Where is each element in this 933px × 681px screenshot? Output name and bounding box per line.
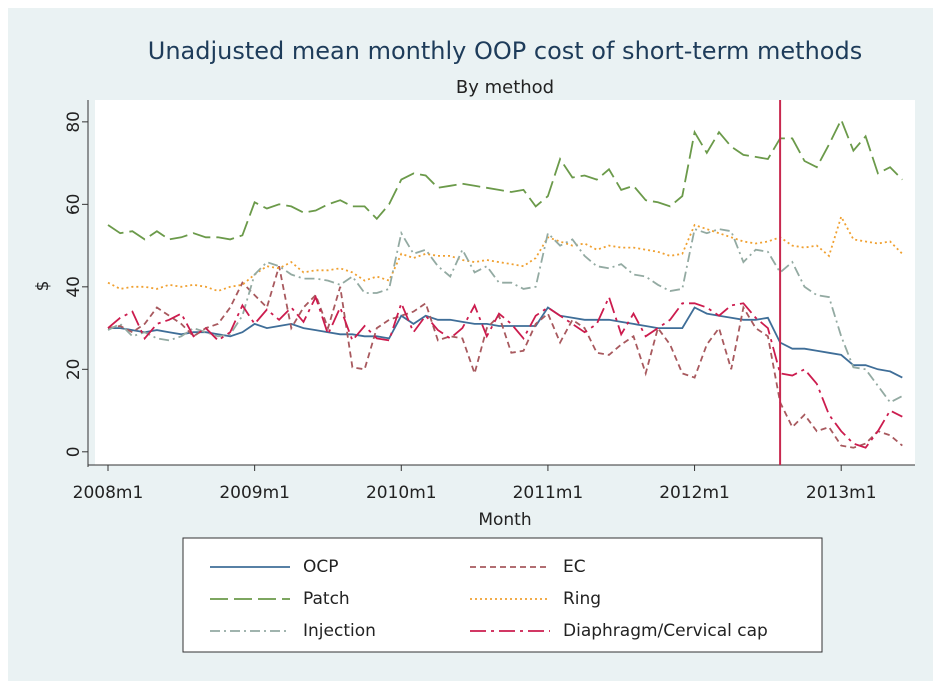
chart-subtitle: By method bbox=[456, 77, 554, 98]
series-line bbox=[107, 227, 903, 404]
y-tick-label: 20 bbox=[64, 358, 84, 380]
legend-label: OCP bbox=[303, 557, 339, 577]
legend-box bbox=[182, 537, 823, 653]
y-tick-label: 80 bbox=[64, 111, 84, 133]
series-line bbox=[107, 265, 903, 449]
series-line bbox=[107, 214, 903, 292]
x-tick-label: 2009m1 bbox=[219, 483, 290, 503]
legend-label: Patch bbox=[303, 589, 350, 609]
y-tick-label: 60 bbox=[64, 194, 84, 216]
y-tick-label: 0 bbox=[64, 446, 84, 457]
y-axis-label: $ bbox=[33, 281, 53, 292]
legend-label: Injection bbox=[303, 621, 376, 641]
x-tick-label: 2010m1 bbox=[366, 483, 437, 503]
x-tick-label: 2011m1 bbox=[513, 483, 584, 503]
chart-title: Unadjusted mean monthly OOP cost of shor… bbox=[148, 37, 862, 65]
x-tick-label: 2012m1 bbox=[659, 483, 730, 503]
x-tick-label: 2013m1 bbox=[806, 483, 877, 503]
series-line bbox=[107, 117, 903, 241]
legend-label: Ring bbox=[563, 589, 601, 609]
y-tick-label: 40 bbox=[64, 276, 84, 298]
x-axis-label: Month bbox=[478, 510, 531, 530]
legend-label: Diaphragm/Cervical cap bbox=[563, 621, 768, 641]
legend-label: EC bbox=[563, 557, 586, 577]
x-tick-label: 2008m1 bbox=[73, 483, 144, 503]
series-line bbox=[108, 306, 903, 379]
